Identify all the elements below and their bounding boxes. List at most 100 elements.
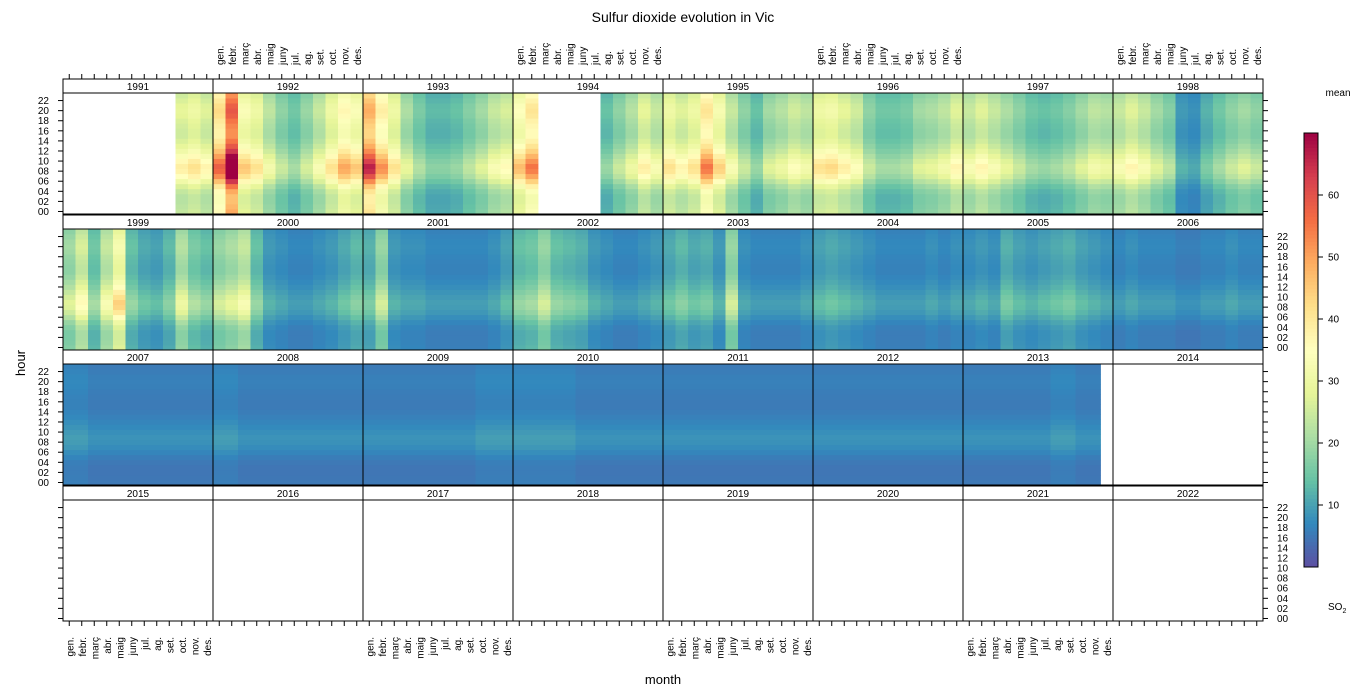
heat-cell <box>275 113 289 119</box>
heat-cell <box>488 234 501 240</box>
heat-cell <box>100 394 114 400</box>
heat-cell <box>488 108 501 114</box>
heat-cell <box>450 294 464 300</box>
heat-cell <box>988 339 1001 346</box>
heat-cell <box>88 334 101 341</box>
heat-cell <box>250 384 264 390</box>
heat-cell <box>188 133 201 139</box>
heat-cell <box>313 334 326 341</box>
heat-cell <box>613 143 626 149</box>
heat-cell <box>1088 334 1101 341</box>
heat-cell <box>938 133 951 139</box>
heat-cell <box>250 274 264 280</box>
heat-cell <box>288 429 301 435</box>
heat-cell <box>138 444 151 451</box>
heat-cell <box>250 449 264 456</box>
heat-cell <box>600 304 614 311</box>
heat-cell <box>88 229 101 235</box>
heat-cell <box>900 259 914 265</box>
heat-cell <box>800 274 814 280</box>
heat-cell <box>938 279 951 285</box>
heat-cell <box>675 193 689 200</box>
heat-cell <box>1238 118 1251 124</box>
heat-cell <box>338 419 351 425</box>
heat-cell <box>563 229 576 235</box>
heat-cell <box>425 239 439 245</box>
heat-cell <box>613 319 626 326</box>
heat-cell <box>1000 93 1014 99</box>
heat-cell <box>238 254 251 260</box>
heat-cell <box>500 133 514 139</box>
heat-cell <box>438 198 451 205</box>
heat-cell <box>888 329 901 336</box>
heat-cell <box>250 244 264 250</box>
heat-cell <box>413 324 426 331</box>
heat-cell <box>100 249 114 255</box>
heat-cell <box>325 188 339 195</box>
heat-cell <box>1038 234 1051 240</box>
heat-cell <box>438 249 451 255</box>
heat-cell <box>1238 344 1251 351</box>
heat-cell <box>1238 103 1251 109</box>
heat-cell <box>175 309 189 316</box>
heat-cell <box>438 108 451 114</box>
heat-cell <box>650 148 664 154</box>
heat-cell <box>650 168 664 175</box>
heat-cell <box>475 259 489 265</box>
heat-cell <box>263 294 276 300</box>
heat-cell <box>513 314 526 321</box>
heat-cell <box>163 319 176 326</box>
heat-cell <box>625 264 639 270</box>
heat-cell <box>850 249 864 255</box>
heat-cell <box>288 203 301 210</box>
heat-cell <box>550 249 564 255</box>
heat-cell <box>275 464 289 471</box>
heat-cell <box>650 254 664 260</box>
heat-cell <box>900 133 914 139</box>
heat-cell <box>1163 113 1176 119</box>
heat-cell <box>1063 143 1076 149</box>
heat-cell <box>1038 178 1051 185</box>
heat-cell <box>63 239 76 245</box>
heat-cell <box>138 414 151 420</box>
heat-cell <box>1000 269 1014 275</box>
heat-cell <box>913 294 926 300</box>
heat-cell <box>1150 344 1164 351</box>
heat-cell <box>413 93 426 99</box>
heat-cell <box>938 284 951 290</box>
heat-cell <box>813 143 826 149</box>
heat-cell <box>163 244 176 250</box>
heatmap-cells <box>63 93 1264 486</box>
heat-cell <box>750 304 764 311</box>
heat-cell <box>863 168 876 175</box>
heat-cell <box>338 309 351 316</box>
heat-cell <box>350 469 364 476</box>
heat-cell <box>1250 309 1264 316</box>
heat-cell <box>875 269 889 275</box>
heat-cell <box>525 254 539 260</box>
heat-cell <box>113 424 126 430</box>
heat-cell <box>175 329 189 336</box>
heat-cell <box>375 404 389 410</box>
heat-cell <box>975 234 989 240</box>
heat-cell <box>988 309 1001 316</box>
heat-cell <box>1163 168 1176 175</box>
heat-cell <box>1175 314 1189 321</box>
heat-cell <box>775 289 789 295</box>
heat-cell <box>238 249 251 255</box>
heat-cell <box>350 374 364 380</box>
heat-cell <box>875 173 889 180</box>
heat-cell <box>150 324 164 331</box>
heat-cell <box>325 143 339 149</box>
heat-cell <box>563 309 576 316</box>
heat-cell <box>288 113 301 119</box>
heat-cell <box>188 108 201 114</box>
heat-cell <box>738 183 751 190</box>
heat-cell <box>638 188 651 195</box>
heat-cell <box>238 274 251 280</box>
heat-cell <box>250 118 264 124</box>
heat-cell <box>313 98 326 104</box>
heat-cell <box>350 474 364 481</box>
heat-cell <box>788 234 801 240</box>
heat-cell <box>775 249 789 255</box>
